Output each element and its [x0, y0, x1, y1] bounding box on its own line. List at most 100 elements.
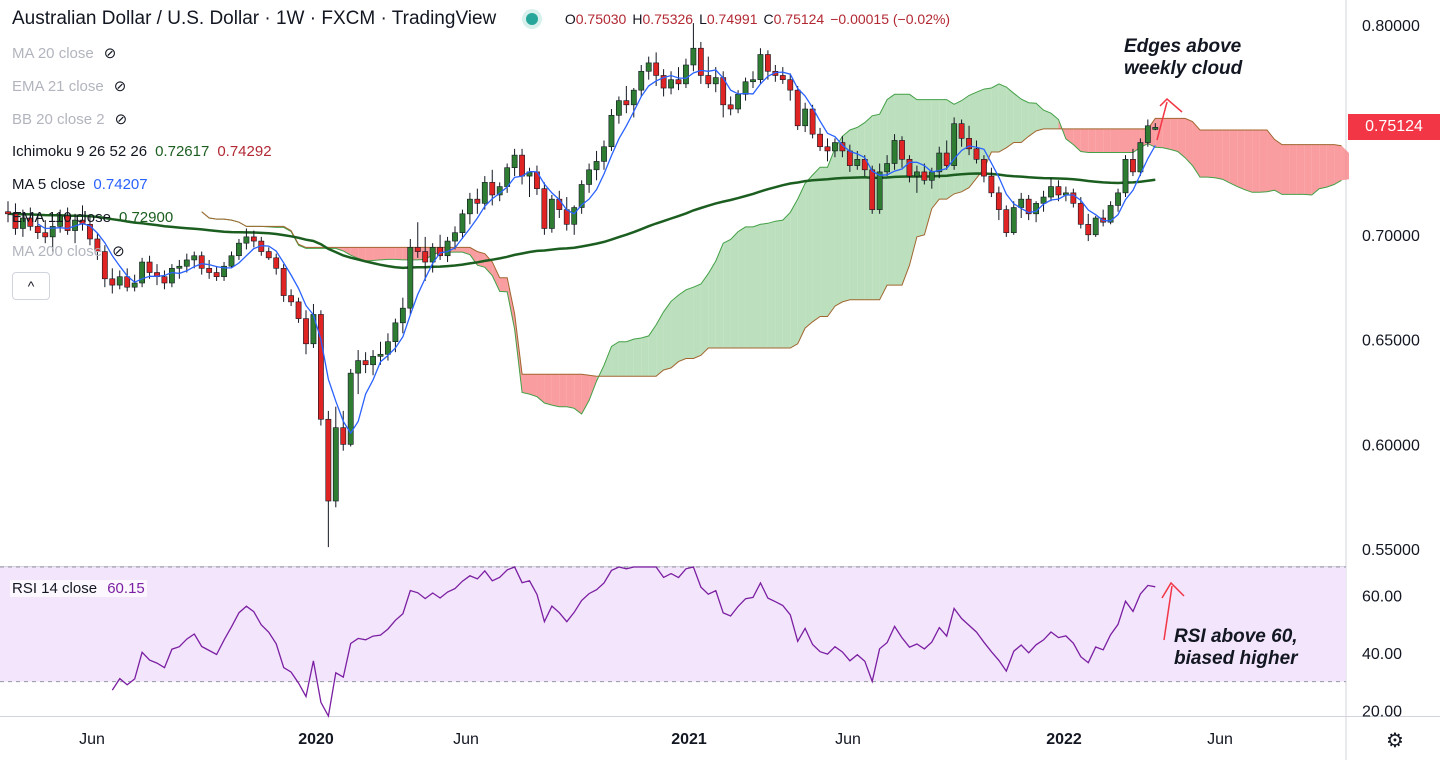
kumo-cloud-segment [1244, 129, 1253, 193]
hidden-eye-icon[interactable]: ⊘ [113, 78, 127, 95]
kumo-cloud-segment [1304, 144, 1312, 195]
kumo-cloud-segment [1334, 144, 1342, 185]
symbol-title[interactable]: Australian Dollar / U.S. Dollar · 1W · F… [12, 8, 497, 29]
kumo-cloud-segment [1207, 129, 1215, 178]
indicator-bb-20-close-2[interactable]: BB 20 close 2 ⊘ [12, 110, 127, 128]
time-tick-label: 2020 [298, 731, 334, 748]
indicator-ma-5-close[interactable]: MA 5 close 0.74207 [12, 176, 148, 193]
kumo-cloud-segment [857, 122, 865, 300]
kumo-cloud-segment [827, 148, 835, 317]
candle-up [615, 100, 622, 116]
candle-up [601, 146, 607, 162]
kumo-cloud-segment [462, 247, 470, 255]
candle-down [906, 159, 913, 177]
kumo-cloud-segment [685, 287, 694, 359]
candle-up [385, 341, 391, 355]
indicator-ichimoku-9-26-52-26[interactable]: Ichimoku 9 26 52 26 0.72617 0.74292 [12, 143, 272, 160]
hidden-eye-icon[interactable]: ⊘ [112, 243, 125, 260]
kumo-cloud-segment [991, 83, 999, 152]
candle-up [116, 276, 123, 286]
candle-up [1144, 125, 1151, 143]
indicator-ema-21-close[interactable]: EMA 21 close ⊘ [12, 77, 126, 95]
kumo-cloud-segment [663, 301, 672, 370]
candle-down [764, 54, 771, 72]
kumo-cloud-segment [574, 374, 582, 415]
candle-up [951, 123, 958, 166]
time-tick-label: Jun [453, 731, 479, 748]
candle-down [727, 104, 734, 110]
indicator-ma-200-close[interactable]: MA 200 close ⊘ [12, 242, 125, 260]
hidden-eye-icon[interactable]: ⊘ [103, 45, 117, 62]
candle-up [392, 322, 399, 342]
kumo-cloud-segment [1274, 139, 1282, 195]
kumo-cloud-segment [1267, 129, 1275, 192]
kumo-cloud-segment [805, 175, 813, 329]
rsi-annotation-line1: RSI above 60, [1174, 626, 1298, 647]
kumo-cloud-segment [618, 341, 627, 377]
candle-up [221, 265, 227, 278]
kumo-cloud-segment [648, 324, 657, 377]
indicator-name: EMA 110 close [12, 209, 111, 226]
collapse-legend-button[interactable]: ^ [12, 272, 50, 300]
candle-up [668, 79, 674, 89]
kumo-cloud-segment [879, 99, 888, 300]
indicator-ema-110-close[interactable]: EMA 110 close 0.72900 [12, 209, 173, 226]
candle-down [5, 211, 11, 215]
kumo-cloud-segment [604, 346, 612, 377]
candle-up [571, 207, 578, 225]
kumo-cloud-segment [559, 374, 567, 407]
hidden-eye-icon[interactable]: ⊘ [114, 111, 128, 128]
candle-up [236, 242, 242, 257]
candle-up [169, 268, 175, 284]
kumo-cloud-segment [1185, 118, 1193, 166]
candle-up [176, 265, 183, 269]
kumo-cloud-segment [484, 253, 493, 276]
kumo-cloud-segment [1200, 129, 1208, 178]
kumo-cloud-segment [477, 251, 485, 268]
kumo-cloud-segment [551, 374, 560, 407]
settings-gear-icon[interactable]: ⚙ [1386, 730, 1404, 752]
candle-up [243, 236, 250, 244]
kumo-cloud-segment [536, 374, 545, 404]
candle-down [519, 154, 525, 177]
candle-down [779, 75, 786, 80]
candle-up [481, 182, 488, 204]
candle-up [444, 240, 451, 257]
kumo-cloud-segment [820, 167, 828, 317]
senkou-span-b-line [201, 117, 1342, 377]
candle-up [645, 62, 652, 72]
candle-down [422, 251, 429, 263]
kumo-cloud-segment [1021, 99, 1029, 143]
candle-down [556, 198, 563, 210]
price-tick-label: 0.65000 [1362, 333, 1420, 350]
rsi-name: RSI 14 close [12, 580, 98, 597]
candle-down [809, 108, 816, 135]
cloud-annotation: Edges above weekly cloud [1124, 36, 1242, 80]
candle-up [936, 152, 943, 173]
kumo-cloud-segment [529, 374, 537, 397]
candle-down [489, 182, 496, 196]
kumo-cloud-segment [1341, 145, 1349, 181]
kumo-cloud-segment [566, 374, 575, 409]
kumo-cloud-segment [834, 136, 843, 307]
kumo-cloud-segment [849, 127, 858, 300]
candle-up [370, 356, 376, 366]
candle-up [19, 217, 26, 229]
kumo-cloud-segment [611, 341, 619, 377]
kumo-cloud-segment [581, 374, 590, 415]
kumo-cloud-segment [671, 295, 679, 368]
kumo-cloud-segment [842, 129, 850, 302]
kumo-cloud-segment [522, 374, 530, 395]
kumo-cloud-segment [730, 231, 739, 348]
kumo-cloud-segment [1222, 129, 1230, 183]
candle-up [802, 108, 809, 127]
kumo-cloud-segment [753, 224, 761, 348]
candle-up [854, 159, 861, 166]
kumo-cloud-segment [469, 247, 478, 266]
kumo-cloud-segment [1028, 102, 1037, 137]
kumo-cloud-segment [1214, 129, 1223, 180]
kumo-cloud-segment [641, 335, 649, 377]
kumo-cloud-segment [782, 212, 791, 348]
indicator-ma-20-close[interactable]: MA 20 close ⊘ [12, 44, 116, 62]
